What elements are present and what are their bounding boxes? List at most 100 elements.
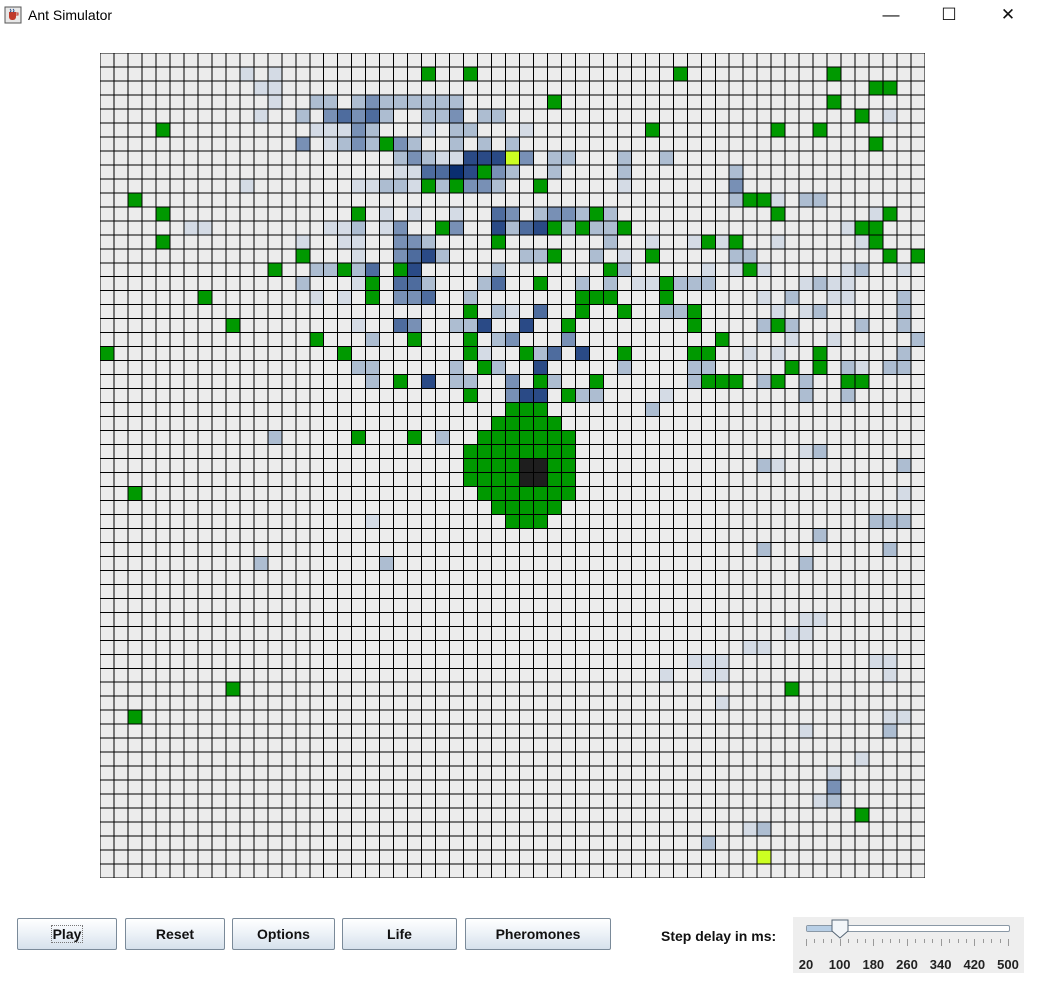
food-cell — [533, 514, 548, 529]
pheromone-cell — [365, 332, 380, 347]
pheromone-cell — [491, 276, 506, 291]
pheromone-cell — [519, 318, 534, 333]
pheromone-cell — [407, 318, 422, 333]
pheromone-cell — [827, 276, 842, 291]
pheromone-cell — [701, 262, 716, 277]
pheromone-cell — [379, 94, 394, 109]
pheromone-cell — [869, 514, 884, 529]
simulation-grid[interactable] — [100, 53, 925, 878]
pheromone-cell — [631, 276, 646, 291]
pheromone-cell — [911, 332, 925, 347]
pheromone-cell — [533, 346, 548, 361]
pheromone-cell — [407, 164, 422, 179]
food-cell — [533, 374, 548, 389]
pheromone-cell — [267, 66, 282, 81]
pheromone-cell — [477, 318, 492, 333]
food-cell — [393, 374, 408, 389]
pheromone-cell — [449, 122, 464, 137]
pheromone-cell — [491, 262, 506, 277]
food-cell — [463, 458, 478, 473]
pheromone-cell — [813, 528, 828, 543]
pheromone-cell — [827, 290, 842, 305]
title-bar: Ant Simulator — ☐ ✕ — [0, 0, 1037, 32]
food-cell — [813, 360, 828, 375]
pheromone-cell — [855, 752, 870, 767]
pheromone-cell — [365, 360, 380, 375]
pheromone-cell — [351, 136, 366, 151]
pheromone-cell — [687, 654, 702, 669]
slider-tick-label: 420 — [963, 957, 986, 972]
maximize-icon[interactable]: ☐ — [941, 5, 957, 24]
pheromone-cell — [533, 220, 548, 235]
food-cell — [715, 332, 730, 347]
pheromone-cell — [309, 290, 324, 305]
pheromone-cell — [645, 234, 660, 249]
pheromone-cell — [505, 220, 520, 235]
pheromone-cell — [897, 262, 912, 277]
food-cell — [393, 262, 408, 277]
pheromone-cell — [491, 304, 506, 319]
pheromone-cell — [575, 346, 590, 361]
pheromone-cell — [855, 360, 870, 375]
pheromone-cell — [617, 262, 632, 277]
pheromone-cell — [519, 122, 534, 137]
nest-cell — [533, 458, 548, 473]
pheromone-cell — [351, 94, 366, 109]
food-cell — [463, 332, 478, 347]
pheromone-cell — [771, 234, 786, 249]
step-delay-slider[interactable]: 20 100 180 260 340 420 500 — [793, 917, 1024, 973]
food-cell — [883, 80, 898, 95]
slider-track[interactable] — [806, 925, 1010, 932]
pheromone-cell — [813, 444, 828, 459]
food-cell — [659, 276, 674, 291]
slider-tick — [982, 939, 984, 943]
pheromone-cell — [855, 318, 870, 333]
slider-tick-label: 340 — [929, 957, 952, 972]
food-cell — [100, 346, 114, 361]
food-cell — [519, 514, 534, 529]
options-button[interactable]: Options — [232, 918, 335, 950]
pheromone-cell — [519, 388, 534, 403]
pheromone-cell — [799, 724, 814, 739]
pheromone-cell — [519, 220, 534, 235]
pheromone-cell — [477, 108, 492, 123]
close-icon[interactable]: ✕ — [1000, 5, 1016, 24]
food-cell — [365, 290, 380, 305]
pheromone-cell — [267, 80, 282, 95]
pheromone-cell — [715, 696, 730, 711]
slider-thumb[interactable] — [831, 919, 849, 939]
pheromone-cell — [855, 262, 870, 277]
pheromone-cell — [617, 360, 632, 375]
life-button[interactable]: Life — [342, 918, 457, 950]
pheromone-cell — [393, 318, 408, 333]
pheromone-cell — [477, 150, 492, 165]
pheromone-cell — [757, 318, 772, 333]
pheromone-cell — [883, 360, 898, 375]
food-cell — [603, 290, 618, 305]
pheromone-cell — [729, 178, 744, 193]
pheromone-cell — [365, 514, 380, 529]
pheromones-button[interactable]: Pheromones — [465, 918, 611, 950]
pheromone-cell — [379, 206, 394, 221]
pheromone-cell — [337, 220, 352, 235]
food-cell — [407, 430, 422, 445]
food-cell — [505, 402, 520, 417]
pheromone-cell — [379, 220, 394, 235]
pheromone-cell — [421, 290, 436, 305]
pheromone-cell — [351, 220, 366, 235]
minimize-icon[interactable]: — — [882, 5, 900, 24]
food-cell — [673, 66, 688, 81]
play-button[interactable]: Play — [17, 918, 117, 950]
slider-tick — [831, 939, 833, 943]
pheromone-cell — [435, 248, 450, 263]
reset-button[interactable]: Reset — [125, 918, 225, 950]
pheromone-cell — [883, 542, 898, 557]
pheromone-cell — [365, 136, 380, 151]
pheromone-cell — [897, 710, 912, 725]
food-cell — [491, 472, 506, 487]
pheromone-cell — [603, 220, 618, 235]
food-cell — [491, 500, 506, 515]
pheromone-cell — [421, 276, 436, 291]
pheromone-cell — [799, 276, 814, 291]
pheromone-cell — [743, 640, 758, 655]
